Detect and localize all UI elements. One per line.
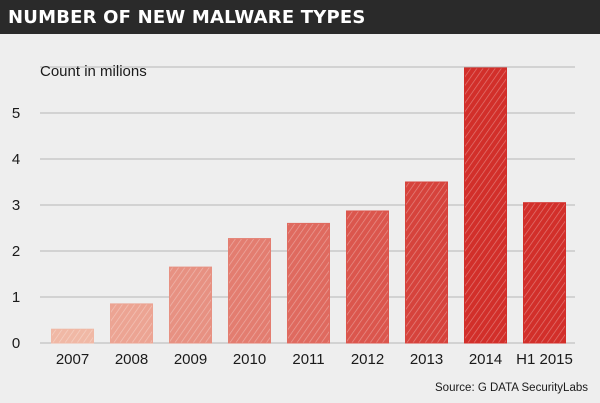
x-tick-label: 2008 (115, 351, 148, 368)
y-tick-label: 1 (12, 289, 20, 306)
x-tick-label: 2010 (233, 351, 266, 368)
bars (51, 67, 566, 344)
bar-h1-2015 (523, 202, 566, 344)
x-tick-label: 2014 (469, 351, 502, 368)
x-tick-label: H1 2015 (516, 351, 573, 368)
y-tick-label: 2 (12, 243, 20, 260)
bar-2013 (405, 181, 448, 344)
title-bar: NUMBER OF NEW MALWARE TYPES (0, 0, 600, 34)
bar-2011 (287, 222, 330, 344)
y-tick-label: 5 (12, 105, 20, 122)
bar-2009 (169, 266, 212, 344)
x-tick-label: 2012 (351, 351, 384, 368)
bar-2007 (51, 328, 94, 344)
bar-2008 (110, 303, 153, 344)
x-tick-label: 2013 (410, 351, 443, 368)
y-tick-labels: 0 1 2 3 4 5 (12, 105, 20, 352)
y-tick-label: 0 (12, 335, 20, 352)
bar-2010 (228, 238, 271, 344)
source-note: Source: G DATA SecurityLabs (435, 382, 588, 394)
x-tick-label: 2009 (174, 351, 207, 368)
x-tick-label: 2007 (56, 351, 89, 368)
chart-area: 0 1 2 3 4 5 Count in milions 2007 2008 2009 2010… (0, 34, 600, 403)
chart-title: NUMBER OF NEW MALWARE TYPES (8, 7, 366, 28)
y-tick-label: 4 (12, 151, 20, 168)
bar-chart: 0 1 2 3 4 5 Count in milions 2007 2008 2009 2010… (12, 63, 588, 394)
y-tick-label: 3 (12, 197, 20, 214)
bar-2012 (346, 210, 389, 344)
x-tick-label: 2011 (292, 351, 324, 368)
bar-2014 (464, 67, 507, 344)
x-tick-labels: 2007 2008 2009 2010 2011 2012 2013 2014 H1 2015 (56, 351, 573, 368)
y-axis-label: Count in milions (40, 63, 147, 80)
